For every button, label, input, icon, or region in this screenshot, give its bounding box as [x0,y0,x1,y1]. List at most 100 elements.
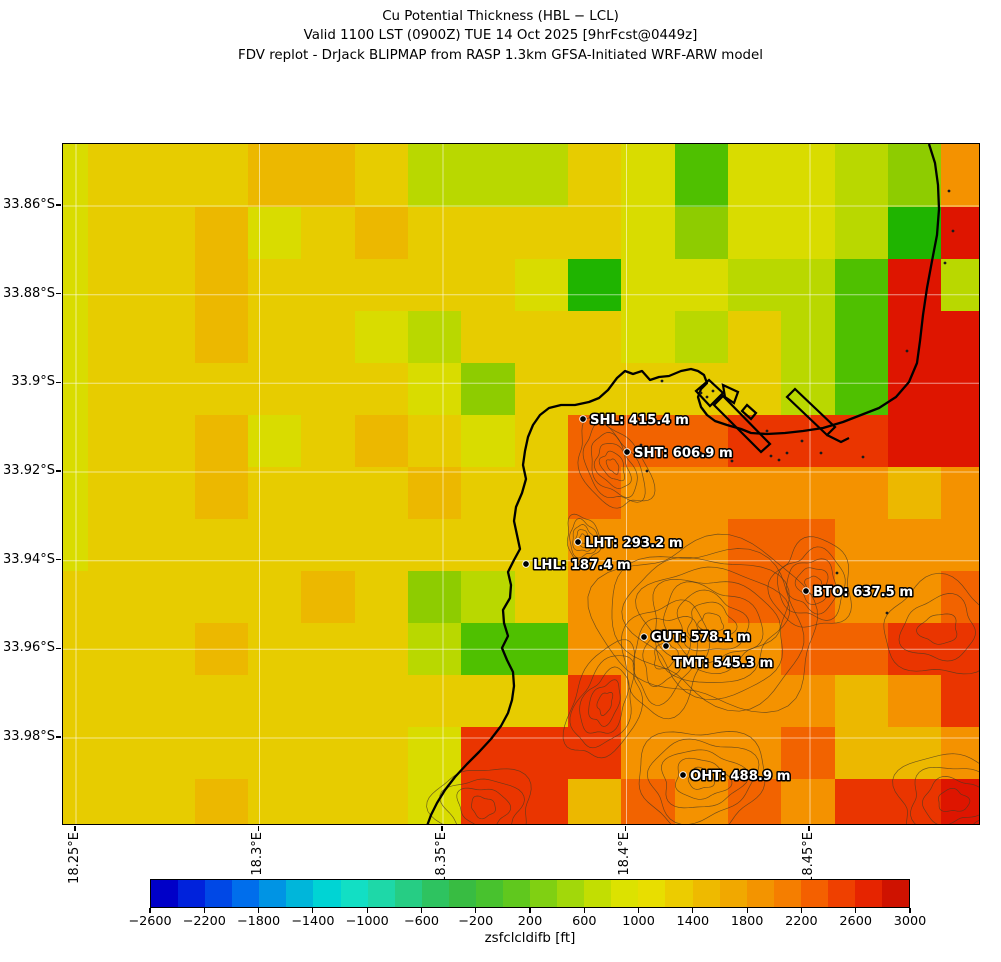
colorbar-segment [259,880,287,907]
grid-cell [888,415,941,467]
colorbar-tick-label: −600 [403,914,439,929]
grid-cell [515,207,568,259]
grid-cell [461,144,515,207]
terrain-contour-line [661,749,750,809]
terrain-contour-line [767,536,852,628]
colorbar-segment [530,880,558,907]
grid-cell [515,311,568,363]
colorbar-tick-mark [475,908,477,913]
colorbar-tick-mark [203,908,205,913]
grid-cell [781,311,835,363]
lon-tick-label: 18.45°E [800,832,816,884]
lat-tick-label: 33.96°S [3,640,55,656]
colorbar-tick-mark [257,908,260,913]
grid-cell [301,144,355,207]
grid-cell [248,207,301,259]
rock-speck [951,229,955,233]
grid-cell [461,311,515,363]
map-plot-area: SHL: 415.4 m SHT: 606.9 m LHT: 293.2 m LHL:… [62,143,980,825]
lat-tick-mark [56,647,61,649]
title-line-3: FDV replot - DrJack BLIPMAP from RASP 1.… [238,47,763,63]
terrain-contour-line [687,766,715,790]
terrain-contour-line [687,601,738,643]
lon-tick-label: 18.4°E [617,832,632,876]
rock-speck [699,451,703,455]
grid-cell [88,144,141,207]
colorbar-tick-mark [855,908,857,913]
colorbar-segment [719,880,747,907]
terrain-contour-line [654,642,679,670]
terrain-contour-line [794,567,829,605]
grid-cell [301,363,355,415]
terrain-contour-line [922,776,979,824]
grid-cell [195,259,248,311]
station-marker [679,771,687,779]
grid-cell [408,311,461,363]
grid-cell [568,144,621,207]
grid-cell [248,779,301,824]
grid-cell [835,727,888,779]
grid-cell [515,144,568,207]
terrain-contour-line [439,778,525,824]
rock-speck [645,469,649,473]
rock-speck [861,455,865,459]
colorbar-segment [340,880,368,907]
harbor-pier-outline [740,403,758,421]
terrain-contour-line [621,556,790,700]
lon-tick-label: 18.3°E [250,832,265,876]
grid-cell [568,363,621,415]
lon-tick-mark [74,826,76,831]
grid-cell [888,727,941,779]
grid-cell [141,571,195,623]
grid-cell [835,259,888,311]
colorbar-tick-label: 1000 [622,914,655,929]
grid-cell [888,675,941,727]
colorbar-tick-label: −1400 [291,914,335,929]
grid-cell [675,415,728,467]
colorbar-segment [882,880,910,907]
figure-title: Cu Potential Thickness (HBL − LCL) Valid… [0,7,1001,65]
lat-tick-mark [56,204,61,206]
colorbar-tick-mark [529,908,531,913]
lat-tick-label: 33.9°S [11,374,55,390]
grid-cell [355,519,408,571]
grid-cell [355,675,408,727]
grid-cell [461,571,515,623]
colorbar-segment [394,880,422,907]
grid-cell [461,519,515,571]
rock-speck [777,458,781,462]
title-line-1: Cu Potential Thickness (HBL − LCL) [382,9,619,24]
grid-cell [301,519,355,571]
grid-cell [835,144,888,207]
rock-speck [699,391,703,395]
grid-cell [941,363,979,415]
terrain-contour-line [593,443,632,489]
colorbar-tick-mark [692,908,694,913]
grid-cell [301,727,355,779]
grid-cell [621,144,675,207]
rock-speck [765,429,769,433]
colorbar-tick-mark [366,908,368,913]
grid-cell [888,207,941,259]
grid-cell [781,727,835,779]
grid-cell [781,675,835,727]
grid-cell [141,727,195,779]
station-label: BTO: 637.5 m [813,585,913,600]
rock-speck [730,459,734,463]
harbor-breakwater [826,434,850,444]
lat-tick-label: 33.94°S [3,551,55,567]
station-marker [640,633,648,641]
colorbar-segment [286,880,314,907]
rock-speck [639,443,643,447]
lat-tick-mark [56,736,61,738]
grid-cell [941,519,979,571]
grid-cell [515,727,568,779]
grid-cell [621,415,675,467]
colorbar-axis-label: zsfclcldifb [ft] [484,931,576,946]
terrain-contour-line [605,458,620,475]
colorbar-tick-label: 200 [517,914,543,929]
grid-cell [781,779,835,824]
lon-tick-label: 18.35°E [433,832,449,884]
grid-cell [248,363,301,415]
